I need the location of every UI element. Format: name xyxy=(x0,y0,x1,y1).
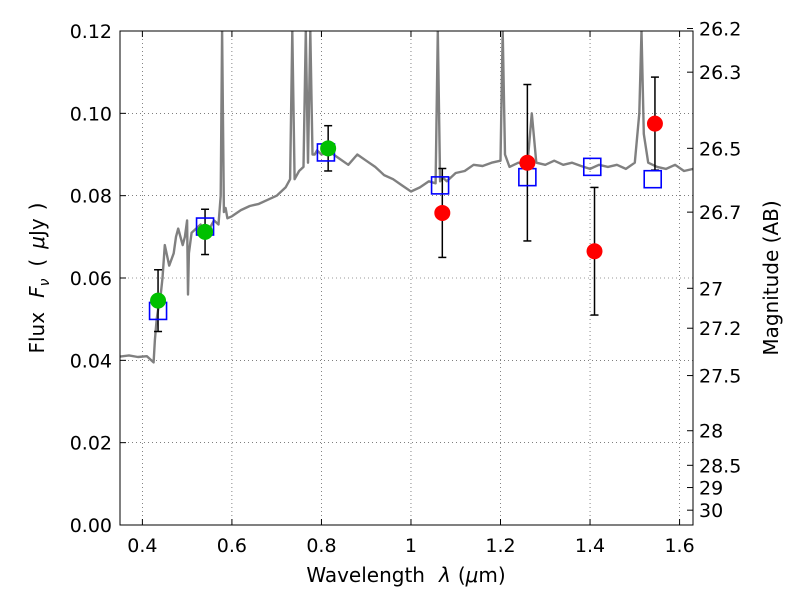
x-tick-label: 0.8 xyxy=(306,535,336,557)
y2-tick-label: 26.7 xyxy=(699,202,741,224)
y-tick-label: 0.00 xyxy=(70,515,112,537)
y-tick-label: 0.06 xyxy=(70,268,112,290)
y-tick-label: 0.12 xyxy=(70,21,112,43)
y2-tick-label: 27.2 xyxy=(699,318,741,340)
y2-tick-label: 26.2 xyxy=(699,19,741,41)
y-axis-label-symbol: F xyxy=(25,286,49,298)
green-data-point xyxy=(197,223,214,240)
x-tick-label: 1.6 xyxy=(664,535,694,557)
y2-tick-label: 27.5 xyxy=(699,366,741,388)
red-data-point xyxy=(646,115,663,132)
x-axis-label-unit-mu: μ xyxy=(465,563,479,587)
y2-axis-label: Magnitude (AB) xyxy=(759,200,783,355)
model-point-square xyxy=(430,176,450,195)
model-point-square xyxy=(643,169,663,189)
y-tick-label: 0.08 xyxy=(70,186,112,208)
x-axis-label-symbol: λ xyxy=(438,563,451,587)
y-axis-label-unit-rest: Jy xyxy=(25,218,49,238)
y2-tick-label: 28 xyxy=(699,421,723,443)
y2-tick-label: 30 xyxy=(699,500,723,522)
x-tick-label: 1.2 xyxy=(485,535,515,557)
x-axis-label: Wavelength λ (μm) xyxy=(306,563,505,587)
red-data-point xyxy=(586,243,603,260)
y2-tick-label: 27 xyxy=(699,278,723,300)
green-data-point xyxy=(150,292,167,309)
y-axis-label-unit-mu: μ xyxy=(25,236,49,250)
x-tick-label: 1 xyxy=(405,535,417,557)
plot-area xyxy=(120,31,693,525)
y-tick-label: 0.10 xyxy=(70,103,112,125)
green-data-point xyxy=(320,140,337,157)
x-tick-label: 0.4 xyxy=(127,535,157,557)
x-tick-label: 1.4 xyxy=(575,535,605,557)
spectrum-line xyxy=(120,31,693,364)
y-axis-label-unit-open: ( xyxy=(25,259,49,267)
series-layer xyxy=(120,31,693,364)
markers xyxy=(148,115,663,321)
red-data-point xyxy=(519,154,536,171)
y2-tick-label: 26.3 xyxy=(699,62,741,84)
y2-tick-label: 29 xyxy=(699,478,723,500)
y-tick-label: 0.04 xyxy=(70,350,112,372)
x-axis-label-unit-rest: m) xyxy=(478,563,505,587)
y-axis-label-symbol-sub: ν xyxy=(37,278,53,286)
y2-tick-label: 26.5 xyxy=(699,138,741,160)
x-tick-label: 0.6 xyxy=(217,535,247,557)
y-tick-label: 0.02 xyxy=(70,433,112,455)
ticks: 0.4 0.6 0.8 1 1.2 1.4 1.6 0.00 0.02 0.04 0.06 0.08 0… xyxy=(70,19,742,557)
y-axis-label-text: Flux xyxy=(25,312,49,354)
x-axis-label-text: Wavelength xyxy=(306,563,425,587)
red-data-point xyxy=(434,204,451,221)
y-axis-label: Flux Fν ( μJy) xyxy=(25,202,53,353)
x-axis-label-unit-open: ( xyxy=(458,563,466,587)
model-point-square xyxy=(582,157,602,177)
y-axis-label-unit-close: ) xyxy=(25,202,49,210)
y2-tick-label: 28.5 xyxy=(699,455,741,477)
